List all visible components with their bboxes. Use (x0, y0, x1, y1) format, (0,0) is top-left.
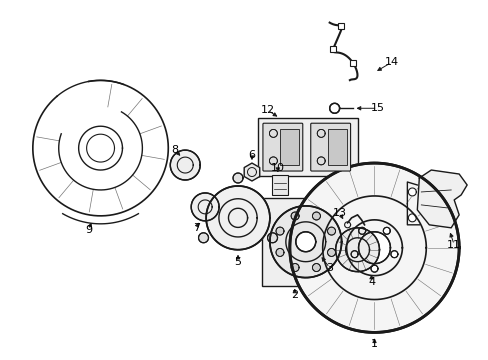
Text: 7: 7 (192, 223, 199, 233)
FancyBboxPatch shape (263, 123, 302, 171)
Polygon shape (275, 248, 284, 256)
Polygon shape (206, 186, 269, 250)
Text: 3: 3 (325, 263, 332, 273)
Polygon shape (317, 129, 325, 138)
Bar (279, 129, 298, 166)
Polygon shape (383, 227, 389, 234)
Text: 12: 12 (260, 105, 274, 115)
Polygon shape (170, 150, 200, 180)
Polygon shape (358, 227, 365, 234)
Polygon shape (358, 232, 389, 264)
Polygon shape (275, 227, 284, 235)
Polygon shape (350, 251, 357, 258)
Polygon shape (290, 212, 299, 220)
Polygon shape (267, 233, 277, 243)
Text: 6: 6 (248, 150, 255, 160)
Text: 9: 9 (85, 225, 92, 235)
Polygon shape (269, 129, 277, 138)
Polygon shape (233, 173, 243, 183)
Text: 4: 4 (367, 276, 374, 287)
Polygon shape (289, 163, 458, 332)
Polygon shape (407, 188, 415, 196)
Polygon shape (390, 251, 397, 258)
Polygon shape (327, 227, 335, 235)
Polygon shape (312, 264, 320, 271)
Polygon shape (327, 248, 335, 256)
Polygon shape (191, 193, 219, 221)
Polygon shape (244, 163, 259, 181)
Polygon shape (269, 206, 341, 278)
Text: 5: 5 (234, 257, 241, 267)
Polygon shape (335, 228, 379, 272)
Polygon shape (317, 157, 325, 165)
Text: 10: 10 (270, 163, 285, 173)
Bar (271, 175, 287, 195)
Bar (262, 198, 349, 285)
Text: 2: 2 (291, 289, 298, 300)
Polygon shape (269, 157, 277, 165)
Text: 8: 8 (171, 145, 179, 155)
Text: 11: 11 (446, 240, 460, 250)
Text: 1: 1 (370, 339, 377, 349)
Polygon shape (198, 233, 208, 243)
Polygon shape (312, 212, 320, 220)
Polygon shape (370, 265, 377, 272)
Polygon shape (295, 232, 315, 252)
Polygon shape (416, 170, 466, 228)
FancyBboxPatch shape (310, 123, 350, 171)
Polygon shape (407, 214, 415, 222)
Polygon shape (329, 103, 339, 113)
Bar (258, 118, 357, 176)
Polygon shape (290, 264, 299, 271)
Text: 14: 14 (384, 58, 398, 67)
Text: 15: 15 (370, 103, 384, 113)
Text: 13: 13 (332, 208, 346, 218)
Bar (327, 129, 346, 166)
